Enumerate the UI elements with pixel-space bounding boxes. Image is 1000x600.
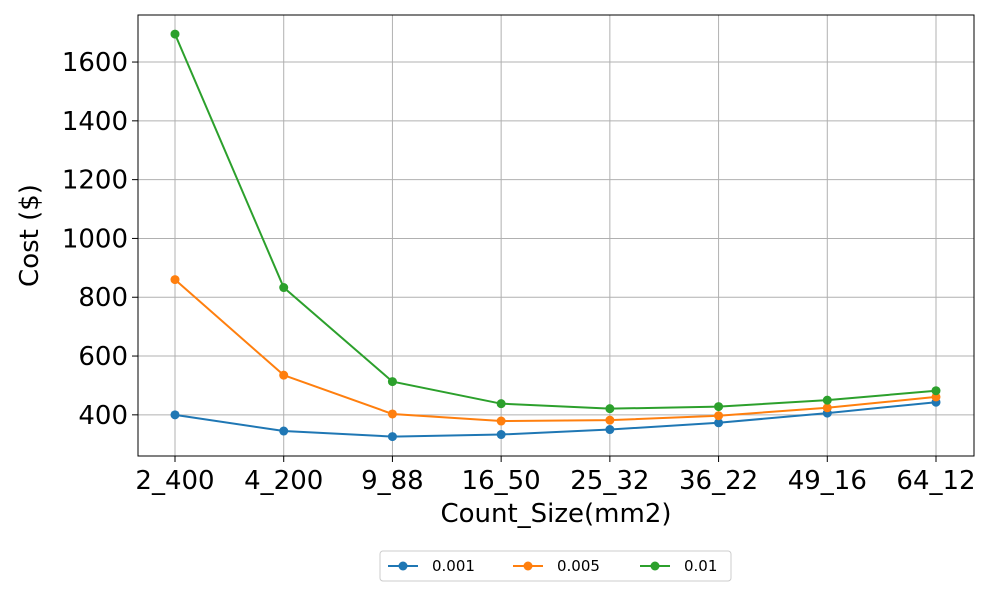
y-tick-label: 600 bbox=[78, 342, 128, 372]
series-0.001 bbox=[170, 397, 941, 442]
y-axis-title: Cost ($) bbox=[15, 184, 45, 287]
data-point bbox=[496, 399, 506, 409]
series-0.005 bbox=[170, 275, 941, 426]
data-point bbox=[496, 416, 506, 426]
x-tick-label: 16_50 bbox=[462, 466, 541, 496]
data-point bbox=[605, 404, 615, 414]
data-point bbox=[714, 411, 724, 421]
data-point bbox=[279, 370, 289, 380]
legend-item: 0.005 bbox=[513, 557, 600, 575]
x-tick-label: 2_400 bbox=[135, 466, 214, 496]
legend-marker bbox=[650, 561, 660, 571]
series-line bbox=[174, 278, 937, 423]
data-point bbox=[822, 395, 832, 405]
x-tick-label: 9_88 bbox=[361, 466, 424, 496]
data-point bbox=[931, 386, 941, 396]
data-point bbox=[605, 415, 615, 425]
data-point bbox=[170, 29, 180, 39]
legend-marker bbox=[523, 561, 533, 571]
legend-label: 0.01 bbox=[684, 557, 717, 575]
legend-label: 0.005 bbox=[557, 557, 600, 575]
legend-item: 0.01 bbox=[640, 557, 717, 575]
plot-frame bbox=[137, 14, 975, 457]
data-point bbox=[714, 418, 724, 428]
data-point bbox=[605, 425, 615, 435]
y-tick-label: 800 bbox=[78, 283, 128, 313]
ticks: 2_400 4_200 9_88 16_50 25_32 36_22 49_16 64_12 4… bbox=[62, 48, 976, 496]
series-line bbox=[174, 401, 937, 438]
x-tick-label: 36_22 bbox=[679, 466, 758, 496]
legend-marker bbox=[398, 561, 408, 571]
data-point bbox=[822, 403, 832, 413]
data-point bbox=[279, 426, 289, 436]
data-point bbox=[387, 409, 397, 419]
y-tick-label: 1000 bbox=[62, 224, 128, 254]
data-point bbox=[387, 377, 397, 387]
legend: 0.001 0.005 0.01 bbox=[379, 550, 732, 582]
x-tick-label: 64_12 bbox=[896, 466, 975, 496]
legend-label: 0.001 bbox=[432, 557, 475, 575]
data-point bbox=[170, 410, 180, 420]
y-tick-label: 1200 bbox=[62, 166, 128, 196]
y-tick-label: 400 bbox=[78, 401, 128, 431]
series-0.01 bbox=[170, 29, 941, 414]
data-point bbox=[170, 275, 180, 285]
series-layer bbox=[170, 29, 941, 442]
y-tick-label: 1600 bbox=[62, 48, 128, 78]
data-point bbox=[931, 392, 941, 402]
grid bbox=[138, 15, 974, 456]
data-point bbox=[279, 283, 289, 293]
x-axis-title: Count_Size(mm2) bbox=[440, 499, 671, 529]
x-tick-label: 4_200 bbox=[244, 466, 323, 496]
y-tick-label: 1400 bbox=[62, 107, 128, 137]
legend-item: 0.001 bbox=[388, 557, 475, 575]
data-point bbox=[714, 402, 724, 412]
data-point bbox=[387, 432, 397, 442]
data-point bbox=[496, 430, 506, 440]
x-tick-label: 25_32 bbox=[570, 466, 649, 496]
x-tick-label: 49_16 bbox=[788, 466, 867, 496]
series-line bbox=[174, 33, 937, 410]
legend-box bbox=[379, 550, 732, 582]
